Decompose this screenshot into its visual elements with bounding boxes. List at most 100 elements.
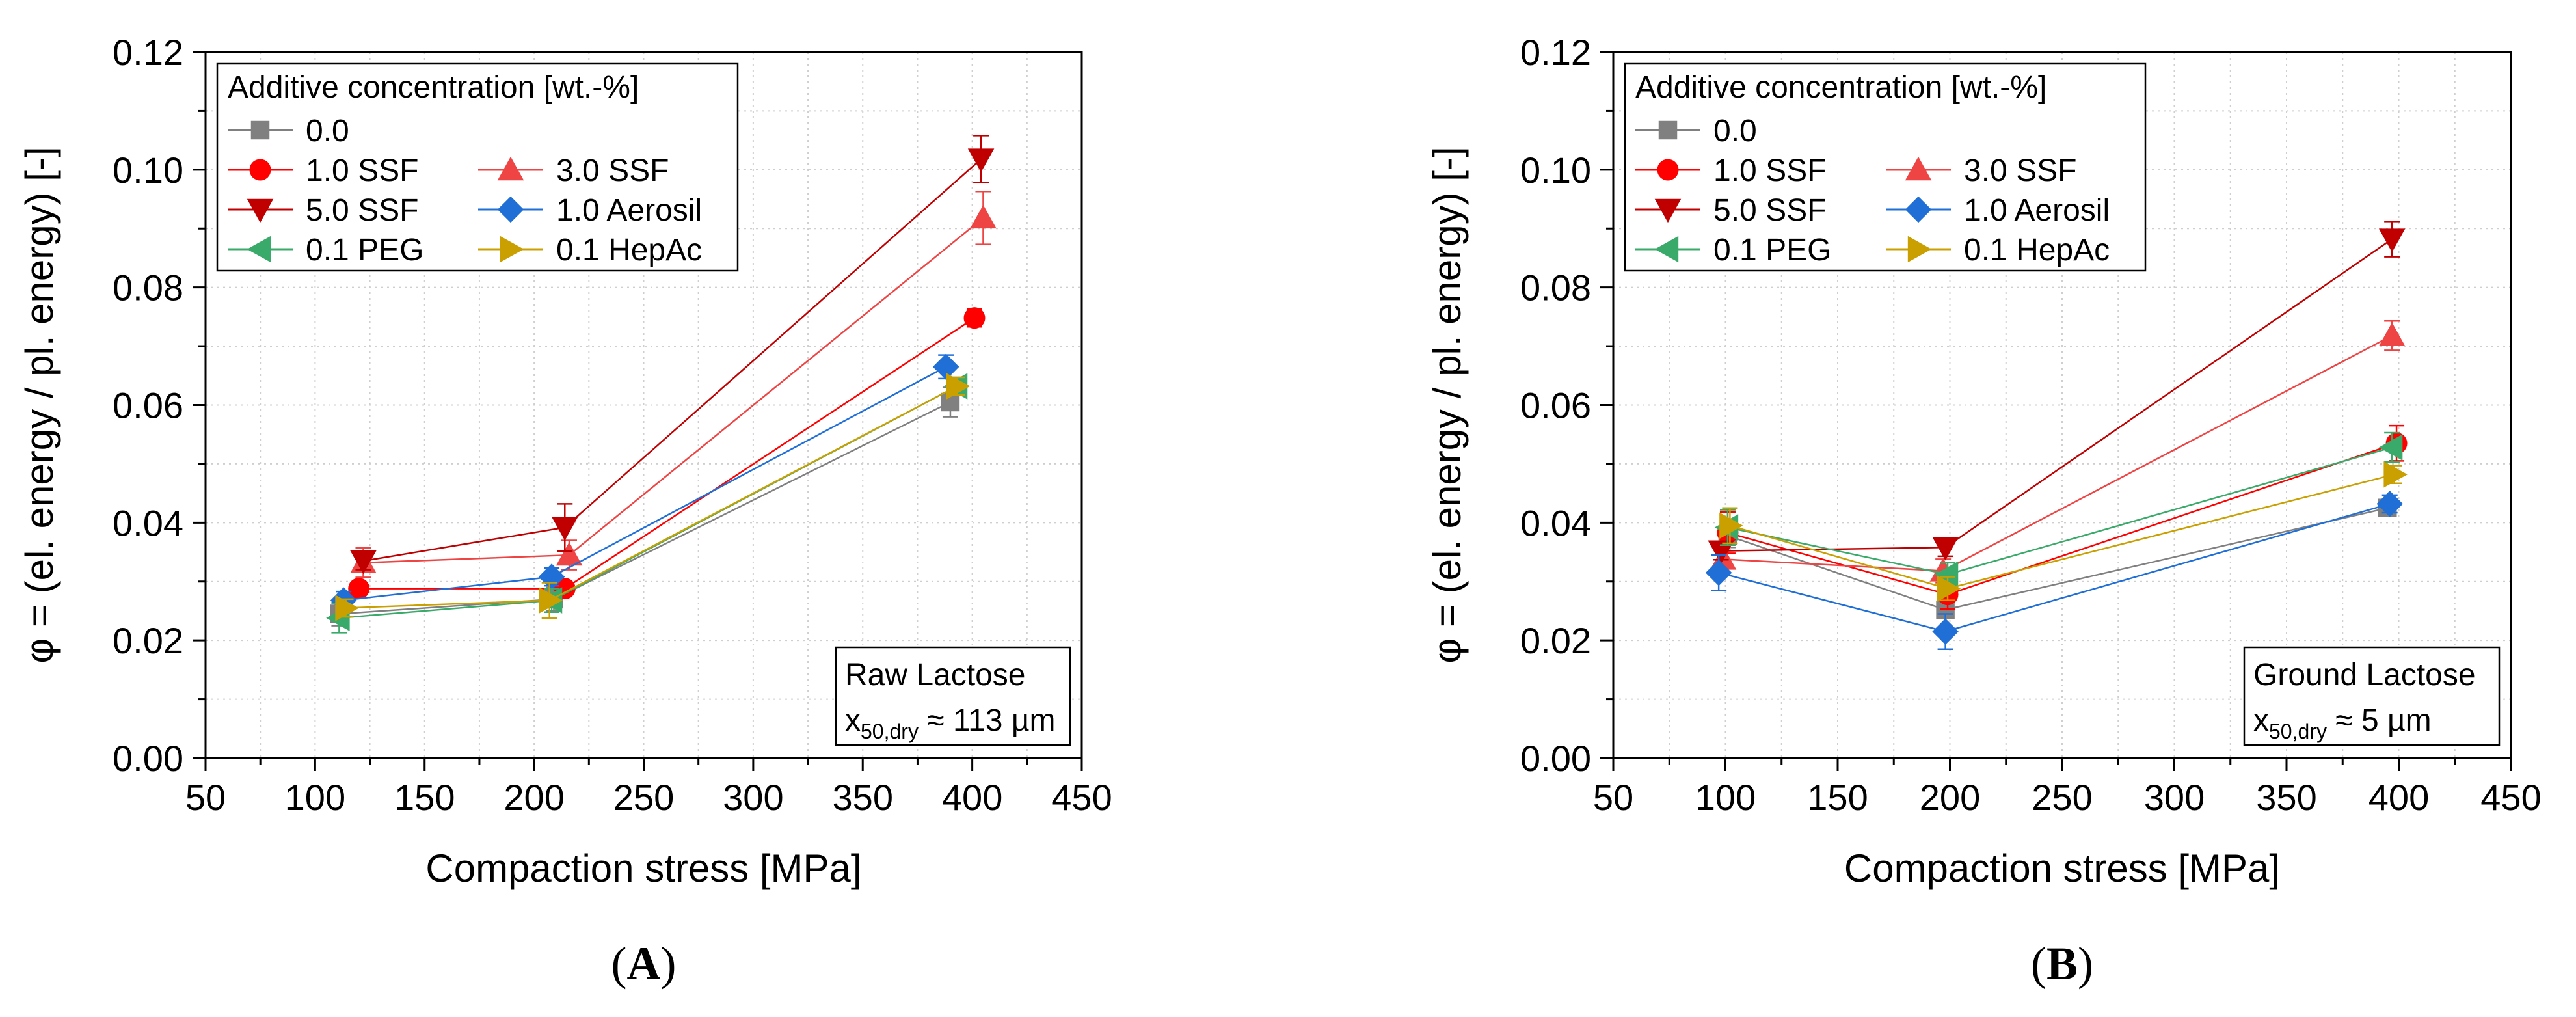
- legend-label: 0.1 PEG: [1713, 233, 1831, 267]
- data-point: [2378, 434, 2403, 461]
- chart-panel-a: 50 100 150 200 250 300 350 400 4500.000.020.040.…: [18, 32, 1112, 990]
- y-tick-label: 0.12: [113, 32, 183, 73]
- legend-marker: [247, 198, 274, 223]
- y-axis: 0.00 0.02 0.04 0.06 0.08 0.10 0.12: [1520, 32, 1613, 779]
- series-line: [339, 385, 958, 619]
- y-tick-label: 0.10: [113, 150, 183, 191]
- series-1-0-ssf: [1717, 424, 2408, 610]
- y-axis: 0.00 0.02 0.04 0.06 0.08 0.10 0.12: [113, 32, 206, 779]
- legend-title: Additive concentration [wt.-%]: [228, 70, 639, 105]
- legend-item: 0.0: [228, 114, 349, 148]
- series: [1705, 221, 2408, 650]
- panel-label-letter: B: [2046, 938, 2078, 990]
- y-tick-label: 0.10: [1520, 150, 1591, 191]
- data-point: [556, 541, 583, 566]
- x-tick-label: 150: [1807, 777, 1868, 818]
- legend-box: [1624, 62, 2147, 272]
- legend-item: 0.0: [1635, 114, 1757, 148]
- legend-item: 1.0 SSF: [1635, 154, 1826, 188]
- x-tick-label: 250: [2032, 777, 2092, 818]
- legend-label: 1.0 SSF: [306, 154, 418, 188]
- y-tick-label: 0.08: [113, 267, 183, 308]
- legend-item: 5.0 SSF: [228, 193, 418, 228]
- legend-marker: [1905, 196, 1932, 223]
- y-axis-title: φ = (el. energy / pl. energy) [-]: [18, 146, 61, 663]
- series-0-0: [330, 386, 960, 627]
- x-tick-label: 400: [942, 777, 1002, 818]
- legend-label: 0.0: [306, 114, 349, 148]
- note-sample-name: Raw Lactose: [845, 658, 1025, 692]
- legend-item: 0.1 PEG: [1635, 233, 1831, 267]
- y-tick-label: 0.00: [1520, 738, 1591, 779]
- note-particle-size: x50,dry ≈ 5 µm: [2253, 703, 2432, 743]
- legend-marker: [1657, 159, 1679, 181]
- sample-note: Raw Lactose x50,dry ≈ 113 µm: [835, 646, 1071, 746]
- panel-label-open: (: [2031, 938, 2046, 990]
- legend-label: 1.0 Aerosil: [556, 193, 702, 228]
- x-axis: 50 100 150 200 250 300 350 400 450: [1593, 758, 2542, 818]
- series-line: [345, 385, 958, 609]
- legend-marker: [1654, 236, 1679, 263]
- series-0-1-hepac: [335, 373, 971, 621]
- sample-note: Ground Lactose x50,dry ≈ 5 µm: [2243, 646, 2501, 746]
- y-tick-label: 0.04: [1520, 502, 1591, 543]
- legend-marker: [500, 236, 524, 263]
- legend-label: 3.0 SSF: [556, 154, 669, 188]
- legend-label: 1.0 SSF: [1713, 154, 1826, 188]
- data-point: [1705, 559, 1732, 586]
- legend: Additive concentration [wt.-%] 0.0 1.0 SSF…: [1624, 62, 2147, 272]
- y-axis-title: φ = (el. energy / pl. energy) [-]: [1425, 146, 1469, 663]
- data-point: [1937, 575, 1961, 602]
- x-tick-label: 350: [2256, 777, 2316, 818]
- data-point: [1932, 537, 1959, 561]
- legend-label: 3.0 SSF: [1964, 154, 2076, 188]
- panel-label-open: (: [611, 938, 627, 990]
- panel-label-close: ): [2078, 938, 2093, 990]
- series-line: [358, 317, 975, 590]
- series-0-1-peg: [326, 373, 968, 634]
- x-axis: 50 100 150 200 250 300 350 400 450: [185, 758, 1112, 818]
- y-tick-label: 0.06: [113, 385, 183, 426]
- x-axis-title: Compaction stress [MPa]: [1844, 847, 2280, 890]
- series-1-0-aerosil: [1705, 491, 2403, 650]
- data-point: [350, 550, 377, 575]
- x-tick-label: 250: [613, 777, 674, 818]
- legend-marker: [1658, 120, 1678, 140]
- series-line: [1723, 334, 2393, 572]
- x-tick-label: 100: [1695, 777, 1756, 818]
- data-point: [1708, 540, 1734, 564]
- legend-label: 0.1 HepAc: [556, 233, 702, 267]
- legend-marker: [1905, 156, 1932, 181]
- panel-label: (A): [611, 938, 677, 990]
- data-point: [932, 353, 959, 380]
- data-point: [963, 307, 986, 329]
- y-tick-label: 0.06: [1520, 385, 1591, 426]
- legend-item: 1.0 Aerosil: [478, 193, 702, 228]
- y-tick-label: 0.02: [113, 620, 183, 661]
- note-sample-name: Ground Lactose: [2253, 658, 2476, 692]
- data-point: [2378, 322, 2406, 347]
- data-point: [970, 204, 997, 229]
- legend-item: 0.1 PEG: [228, 233, 423, 267]
- series-line: [1721, 238, 2393, 552]
- legend-marker: [247, 236, 271, 263]
- data-point: [1934, 561, 1959, 588]
- x-tick-label: 350: [833, 777, 893, 818]
- x-tick-label: 150: [394, 777, 455, 818]
- legend-item: 1.0 Aerosil: [1886, 193, 2110, 228]
- legend-label: 0.1 HepAc: [1964, 233, 2110, 267]
- data-point: [1932, 618, 1959, 645]
- legend-label: 0.0: [1713, 114, 1757, 148]
- note-size-value: ≈ 5 µm: [2327, 703, 2432, 738]
- y-tick-label: 0.02: [1520, 620, 1591, 661]
- y-tick-label: 0.04: [113, 502, 183, 543]
- series-line: [343, 366, 946, 601]
- legend-item: 1.0 SSF: [228, 154, 418, 188]
- panel-label-close: ): [661, 938, 677, 990]
- y-tick-label: 0.00: [113, 738, 183, 779]
- legend-item: 0.1 HepAc: [478, 233, 702, 267]
- legend-marker: [1907, 236, 1932, 263]
- legend-item: 3.0 SSF: [1886, 154, 2076, 188]
- x-tick-label: 300: [2144, 777, 2205, 818]
